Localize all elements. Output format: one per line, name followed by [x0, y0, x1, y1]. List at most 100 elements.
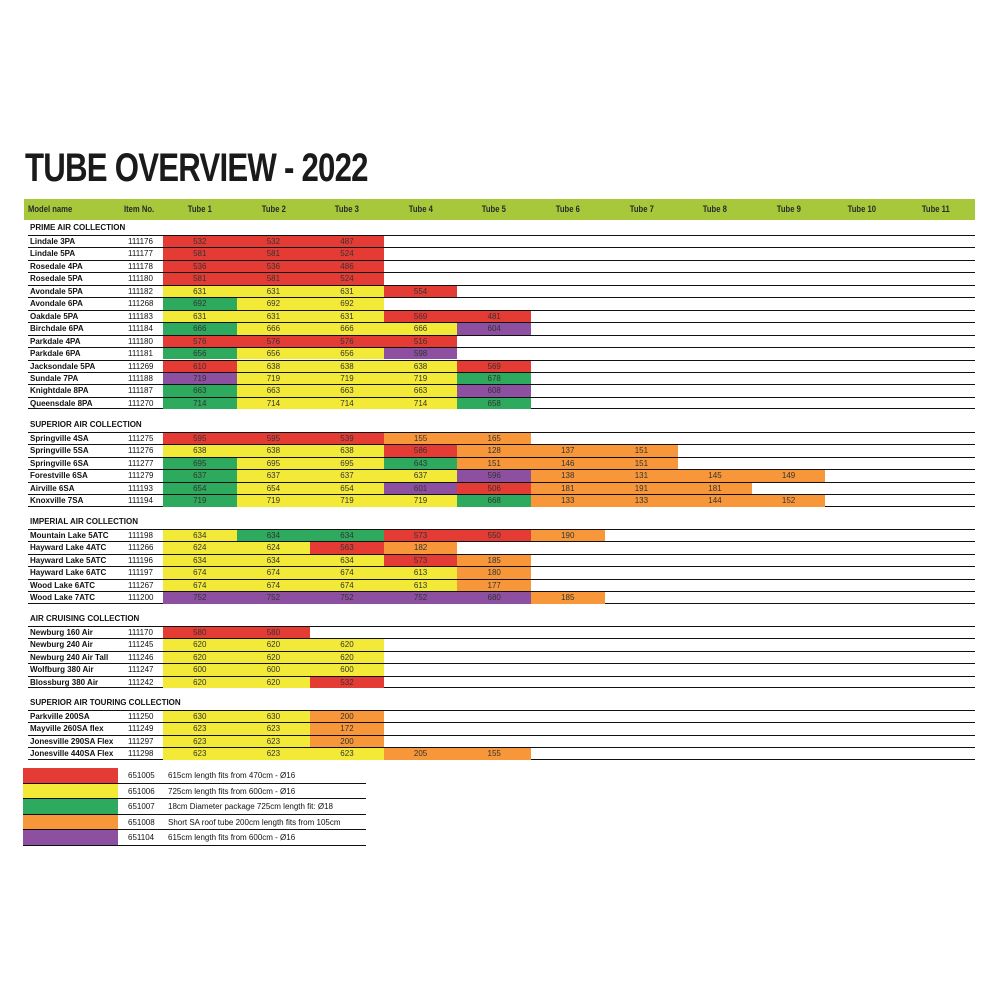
tube-cell: 666	[236, 323, 311, 335]
legend-code: 651008	[128, 817, 155, 827]
tube-cell: 172	[310, 723, 384, 735]
tube-cell: 205	[383, 748, 458, 760]
model-name: Blossburg 380 Air	[30, 677, 99, 687]
legend-item: 651007 18cm Diameter package 725cm length…	[23, 799, 366, 815]
item-number: 111194	[128, 496, 153, 506]
tube-cell: 674	[310, 579, 384, 592]
legend-swatch	[23, 830, 118, 845]
tube-cell: 695	[163, 457, 237, 470]
table-row: Rosedale 5PA 111180 581 581 524	[28, 272, 975, 285]
header-tube-9: Tube 9	[776, 204, 801, 214]
tube-cell: 692	[310, 298, 384, 310]
tube-cell: 719	[163, 495, 237, 507]
tube-cell: 620	[236, 639, 311, 651]
tube-cell: 181	[678, 482, 752, 495]
tube-cell: 596	[457, 470, 531, 482]
legend-code: 651005	[128, 771, 155, 780]
tube-cell: 133	[604, 495, 679, 507]
header-tube-3: Tube 3	[334, 204, 360, 214]
tube-cell: 151	[457, 457, 531, 470]
model-name: Springville 5SA	[30, 446, 89, 456]
table-row: Jonesville 290SA Flex 111297 623 623 200	[28, 734, 975, 748]
item-number: 111178	[128, 261, 153, 271]
model-name: Airville 6SA	[30, 483, 75, 493]
legend-swatch	[23, 783, 118, 798]
legend-item: 651006 725cm length fits from 600cm - Ø16	[23, 783, 366, 799]
model-name: Lindale 3PA	[30, 237, 76, 246]
model-name: Forestville 6SA	[30, 471, 88, 481]
model-name: Wood Lake 6ATC	[30, 580, 96, 590]
item-number: 111183	[128, 311, 153, 321]
item-number: 111198	[128, 531, 153, 540]
tube-cell: 624	[236, 542, 311, 554]
table-row: Springville 4SA 111275 595 595 539 155 165	[28, 432, 975, 445]
item-number: 111250	[128, 712, 154, 721]
tube-cell: 138	[531, 470, 605, 482]
header-tube-1: Tube 1	[187, 204, 212, 214]
tube-cell: 610	[163, 360, 237, 372]
table-row: Parkdale 4PA 111180 576 576 576 516	[28, 334, 975, 347]
tube-cell: 516	[383, 335, 458, 347]
section-title: SUPERIOR AIR TOURING COLLECTION	[30, 698, 181, 707]
tube-cell: 623	[163, 723, 237, 735]
model-name: Wolfburg 380 Air	[30, 665, 94, 675]
tube-cell: 631	[310, 285, 384, 298]
tube-cell: 151	[604, 445, 679, 457]
item-number: 111247	[128, 665, 154, 675]
tube-cell: 600	[163, 664, 237, 676]
table-row: Jonesville 440SA Flex 111298 623 623 623 205 1…	[28, 747, 975, 760]
tube-cell: 631	[236, 310, 311, 323]
item-number: 111266	[128, 543, 154, 553]
tube-cell: 608	[457, 385, 531, 397]
table-row: Lindale 5PA 111177 581 581 524	[28, 247, 975, 260]
table-row: Springville 6SA 111277 695 695 695 643 151 146 1…	[28, 456, 975, 470]
table-row: Hayward Lake 6ATC 111197 674 674 674 613 180	[28, 566, 975, 579]
table-row: Newburg 240 Air 111245 620 620 620	[28, 638, 975, 651]
tube-cell: 581	[236, 273, 311, 285]
tube-cell: 601	[383, 482, 458, 495]
tube-cell: 550	[457, 530, 531, 542]
tube-cell: 524	[310, 273, 384, 285]
item-number: 111181	[128, 349, 153, 359]
item-number: 111275	[128, 434, 154, 443]
tube-cell: 666	[383, 323, 458, 335]
item-number: 111268	[128, 299, 154, 309]
tube-cell: 624	[163, 542, 237, 554]
item-number: 111180	[128, 274, 153, 284]
table-row: Birchdale 6PA 111184 666 666 666 666 604	[28, 322, 975, 335]
tube-cell: 631	[163, 285, 237, 298]
tube-cell: 581	[163, 273, 237, 285]
tube-cell: 668	[457, 495, 531, 507]
tube-cell: 654	[310, 482, 384, 495]
tube-cell: 692	[236, 298, 311, 310]
tube-cell: 145	[678, 470, 752, 482]
tube-cell: 663	[310, 385, 384, 397]
model-name: Jacksondale 5PA	[30, 361, 96, 371]
tube-cell: 695	[236, 457, 311, 470]
tube-cell: 719	[236, 495, 311, 507]
tube-cell: 155	[457, 748, 531, 760]
legend-code: 651007	[128, 802, 155, 811]
tube-cell: 666	[310, 323, 384, 335]
tube-cell: 623	[163, 735, 237, 748]
item-number: 111196	[128, 555, 153, 565]
table-row: Hayward Lake 4ATC 111266 624 624 563 182	[28, 541, 975, 554]
tube-cell: 714	[383, 397, 458, 410]
legend-swatch	[23, 814, 118, 829]
tube-cell: 638	[163, 445, 237, 457]
tube-cell: 487	[310, 236, 384, 248]
section-title: AIR CRUISING COLLECTION	[30, 614, 140, 623]
tube-cell: 719	[383, 495, 458, 507]
item-number: 111246	[128, 652, 154, 662]
table-row: Sundale 7PA 111188 719 719 719 719 678	[28, 371, 975, 385]
tube-cell: 695	[310, 457, 384, 470]
tube-cell: 576	[310, 335, 384, 347]
tube-cell: 586	[383, 445, 458, 457]
table-row: Wolfburg 380 Air 111247 600 600 600	[28, 663, 975, 676]
tube-cell: 678	[457, 372, 531, 385]
header-item-no-: Item No.	[124, 204, 155, 214]
tube-cell: 595	[236, 433, 311, 445]
model-name: Parkdale 6PA	[30, 349, 81, 359]
legend-description: Short SA roof tube 200cm length fits fro…	[168, 817, 341, 827]
item-number: 111184	[128, 324, 153, 334]
